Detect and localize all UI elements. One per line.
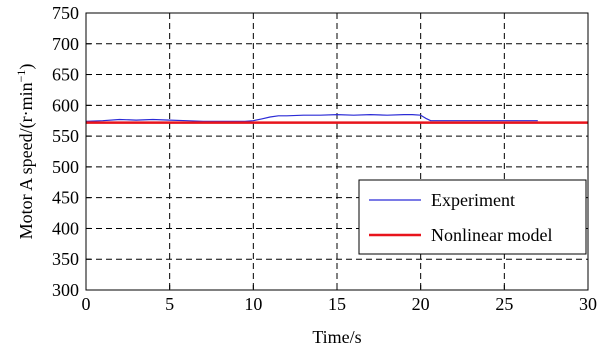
series-layer <box>85 113 588 124</box>
y-axis-label: Motor A speed/(r·min−1) <box>14 64 37 240</box>
y-axis-label-close: ) <box>16 64 37 70</box>
x-tick-label: 30 <box>579 294 597 314</box>
legend-box <box>358 179 587 255</box>
x-tick-label: 5 <box>165 294 174 314</box>
x-tick-label: 10 <box>244 294 262 314</box>
legend: Experiment Nonlinear model <box>358 179 587 255</box>
y-tick-label: 500 <box>52 157 79 177</box>
y-tick-label: 400 <box>52 218 79 238</box>
x-axis-label: Time/s <box>312 327 361 347</box>
x-axis-ticks: 0 5 10 15 20 25 30 <box>82 285 597 314</box>
y-tick-label: 700 <box>52 34 79 54</box>
x-tick-label: 25 <box>495 294 513 314</box>
series-line-1 <box>85 113 538 122</box>
y-tick-label: 550 <box>52 126 79 146</box>
x-tick-label: 20 <box>412 294 430 314</box>
y-tick-label: 450 <box>52 188 79 208</box>
y-tick-label: 750 <box>52 3 79 23</box>
x-tick-label: 15 <box>328 294 346 314</box>
y-tick-label: 600 <box>52 95 79 115</box>
y-axis-ticks: 300 350 400 450 500 550 600 650 700 750 <box>52 3 91 300</box>
x-tick-label: 0 <box>82 294 91 314</box>
y-axis-label-main: Motor A speed/(r·min <box>16 82 37 239</box>
y-tick-label: 650 <box>52 65 79 85</box>
legend-label: Nonlinear model <box>431 225 552 245</box>
y-tick-label: 300 <box>52 280 79 300</box>
y-axis-label-superscript: −1 <box>14 70 28 83</box>
y-tick-label: 350 <box>52 249 79 269</box>
legend-label: Experiment <box>431 190 515 210</box>
